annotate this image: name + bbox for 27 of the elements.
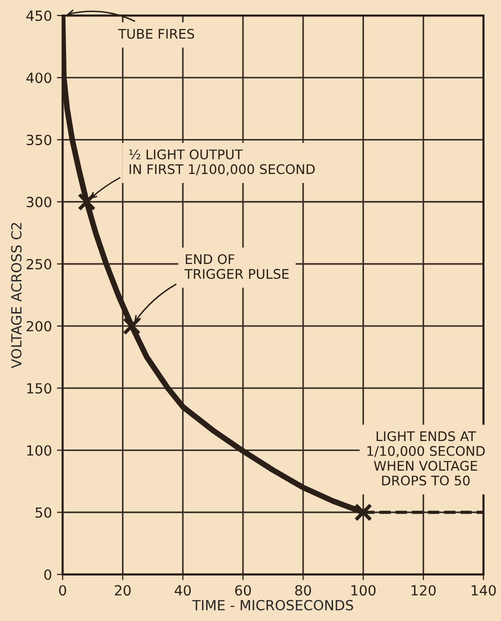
- x-tick-label: 60: [235, 585, 251, 596]
- y-tick-label: 350: [26, 134, 52, 146]
- x-tick-label: 100: [351, 585, 376, 596]
- x-tick-label: 80: [295, 585, 312, 596]
- y-tick-label: 450: [26, 10, 52, 21]
- annotation: ½ LIGHT OUTPUT IN FIRST 1/100,000 SECOND: [129, 149, 315, 176]
- point: [78, 192, 96, 211]
- annotation: TUBE FIRES: [118, 28, 194, 39]
- x-tick-label: 140: [472, 585, 496, 596]
- x-tick-label: 40: [174, 585, 191, 596]
- point: [122, 317, 141, 336]
- y-tick-label: 150: [27, 383, 52, 394]
- y-tick-label: 300: [26, 196, 52, 208]
- y-tick-label: 400: [26, 72, 52, 84]
- annotation: END OF TRIGGER PULSE: [184, 254, 289, 279]
- x-tick-label: 0: [59, 585, 66, 596]
- x-tick-label: 20: [114, 585, 131, 596]
- x-axis-title: TIME - MICROSECONDS: [192, 600, 354, 610]
- y-tick-label: 50: [36, 507, 52, 518]
- annotation: LIGHT ENDS AT 1/10,000 SECOND WHEN VOLTAGE DROPS TO 50: [367, 431, 485, 486]
- y-tick-label: 200: [26, 320, 52, 332]
- y-tick-label: 100: [27, 445, 52, 456]
- x-tick-label: 120: [412, 585, 436, 596]
- y-tick-label: 0: [44, 569, 52, 580]
- point: [354, 503, 372, 522]
- y-tick-label: 250: [26, 258, 52, 270]
- y-axis-title: VOLTAGE ACROSS C2: [11, 222, 22, 368]
